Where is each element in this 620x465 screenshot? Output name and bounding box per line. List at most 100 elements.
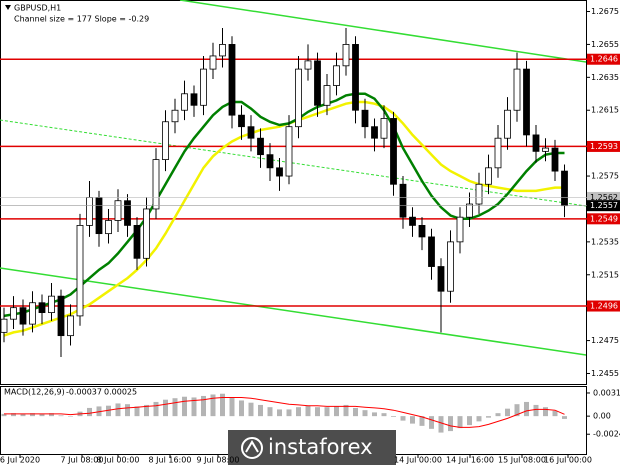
- candle-body: [295, 68, 302, 128]
- candle-body: [323, 85, 331, 106]
- candle-body: [475, 183, 483, 205]
- macd-bar: [505, 408, 510, 417]
- macd-bar: [58, 415, 64, 417]
- candle-body: [143, 208, 150, 259]
- level-label: 1.2496: [590, 302, 618, 311]
- y-tick-label: 1.2475: [591, 336, 619, 345]
- macd-bar: [476, 416, 482, 422]
- candle-body: [162, 121, 169, 160]
- candle-body: [304, 60, 312, 70]
- candle-body: [10, 307, 17, 320]
- candle-body: [200, 68, 207, 106]
- bid-label: 1.2557: [590, 201, 618, 210]
- candle-body: [494, 137, 502, 169]
- macd-bar: [11, 413, 16, 417]
- macd-bar: [68, 416, 73, 417]
- candle-body: [38, 302, 46, 314]
- macd-bar: [381, 413, 387, 417]
- candle-body: [380, 118, 388, 139]
- macd-bar: [419, 416, 425, 426]
- macd-bar: [277, 409, 282, 417]
- x-tick-label: 9 Jul 08:00: [197, 456, 240, 465]
- candle-body: [456, 216, 464, 243]
- macd-bar: [49, 413, 54, 417]
- candle-body: [171, 109, 179, 123]
- candle-body: [314, 60, 321, 106]
- macd-bar: [400, 416, 406, 421]
- macd-bar: [239, 400, 244, 417]
- candle-body: [247, 126, 255, 139]
- candle-body: [124, 200, 131, 226]
- macd-bar: [30, 413, 35, 417]
- level-label-box: [587, 213, 620, 225]
- candle-body: [504, 109, 511, 139]
- macd-bar: [486, 416, 491, 418]
- candle-body: [95, 197, 103, 235]
- candle-body: [276, 167, 283, 177]
- macd-bar: [524, 401, 529, 417]
- watermark: instaforex: [228, 430, 396, 465]
- watermark-text: instaforex: [268, 435, 373, 459]
- x-tick-label: 6 Jul 2020: [0, 456, 40, 465]
- candle-body: [342, 44, 350, 67]
- candle-body: [409, 216, 416, 226]
- candle-body: [105, 220, 112, 235]
- y-tick-label: 1.2635: [591, 73, 619, 82]
- macd-bar: [286, 409, 292, 417]
- candle-body: [152, 159, 160, 210]
- macd-bar: [163, 399, 168, 417]
- macd-bar: [296, 407, 301, 417]
- macd-bar: [552, 410, 558, 417]
- watermark-logo-mark: [245, 440, 259, 453]
- candle-body: [513, 68, 521, 111]
- candle-body: [532, 134, 540, 152]
- macd-bar: [106, 405, 111, 417]
- macd-bar: [467, 416, 472, 426]
- plot: [0, 27, 587, 433]
- candle-body: [76, 225, 84, 317]
- candle-body: [418, 225, 426, 238]
- candle-body: [86, 197, 93, 226]
- y-tick-label: 1.2575: [591, 172, 619, 181]
- candle-body: [437, 266, 445, 292]
- macd-bar: [134, 406, 140, 417]
- level-label-box: [587, 140, 620, 152]
- candle-body: [561, 170, 568, 207]
- ask-label: 1.2562: [590, 193, 618, 202]
- candle-body: [29, 302, 36, 325]
- y-tick-label: 1.2535: [591, 237, 619, 246]
- candle-body: [466, 203, 473, 218]
- candle-body: [67, 315, 74, 337]
- macd-bar: [267, 407, 273, 417]
- candle-body: [190, 93, 198, 106]
- macd-bar: [20, 413, 26, 417]
- candle-body: [228, 44, 236, 116]
- candle-body: [19, 307, 27, 325]
- macd-bar: [87, 407, 92, 417]
- macd-bar: [362, 410, 368, 417]
- candle-body: [57, 295, 65, 337]
- channel-lower: [0, 267, 587, 356]
- macd-bar: [495, 413, 501, 417]
- x-tick-label: 15 Jul 08:00: [498, 456, 546, 465]
- macd-bar: [220, 393, 225, 417]
- candle-body: [285, 126, 293, 177]
- candle-body: [114, 200, 122, 221]
- macd-bar: [305, 405, 311, 417]
- ask-label-box: [587, 191, 620, 203]
- macd-y-tick-label: 0.0031: [593, 388, 620, 397]
- x-tick-label: 8 Jul 00:00: [97, 456, 140, 465]
- moving-average: [3, 92, 565, 318]
- channel-middle: [0, 119, 587, 207]
- macd-bar: [201, 395, 206, 417]
- macd-bar: [144, 404, 149, 417]
- macd-bar: [315, 407, 320, 417]
- y-tick-label: 1.2455: [591, 369, 619, 378]
- candle-body: [523, 68, 530, 136]
- candle-body: [428, 236, 435, 267]
- macd-bar: [343, 404, 349, 417]
- candle-body: [485, 167, 492, 185]
- macd-bar: [210, 394, 216, 417]
- macd-bar: [438, 416, 444, 433]
